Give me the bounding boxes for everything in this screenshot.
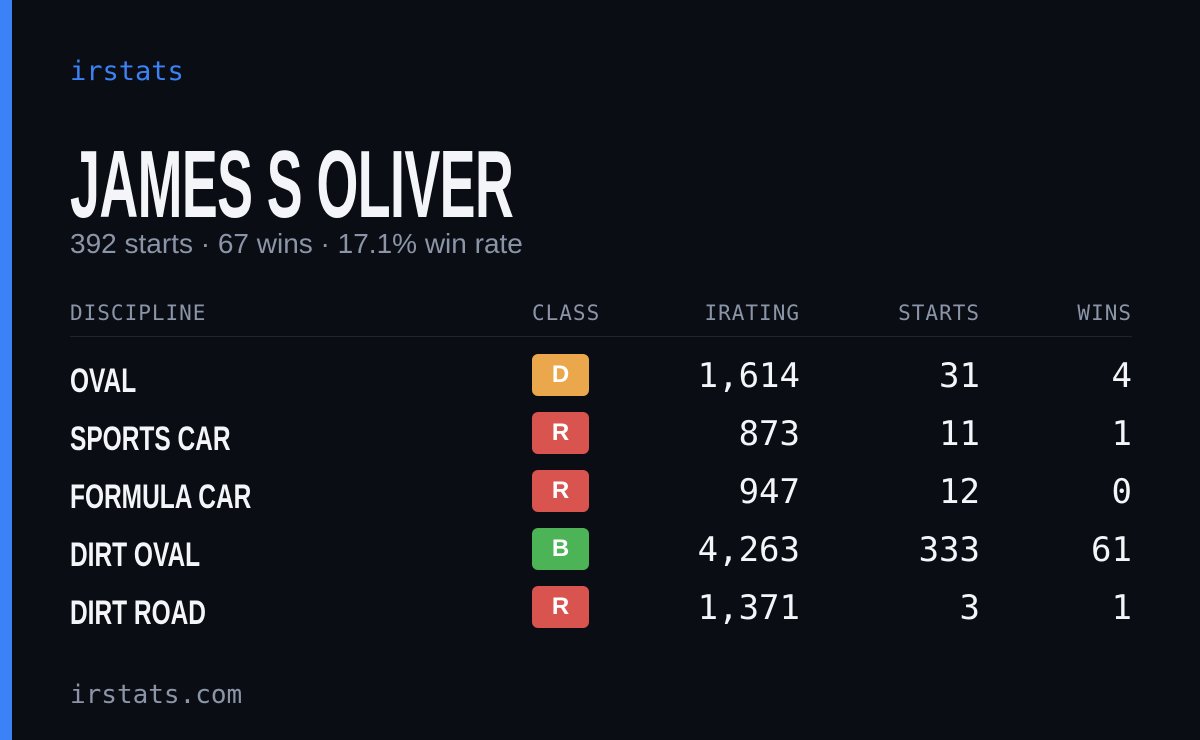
starts: 11 [939,414,980,454]
class-badge: R [532,412,589,454]
irating: 4,263 [697,530,800,570]
wins: 1 [1111,414,1132,454]
discipline: FORMULA CAR [70,478,252,516]
divider [70,336,1132,337]
subtitle: 392 starts · 67 wins · 17.1% win rate [70,228,523,259]
class-badge: R [532,470,589,512]
discipline: DIRT ROAD [70,594,207,632]
footer: irstats.com [70,680,243,710]
irating: 947 [738,472,800,512]
irating: 1,614 [697,356,800,396]
irating: 1,371 [697,588,800,628]
column-header: WINS [1077,301,1132,325]
discipline: DIRT OVAL [70,536,201,574]
wins: 4 [1111,356,1132,396]
column-header: DISCIPLINE [70,301,207,325]
class-badge: R [532,586,589,628]
column-header: CLASS [532,301,601,325]
accent-bar [0,0,12,740]
starts: 333 [918,530,980,570]
starts: 12 [939,472,980,512]
discipline: OVAL [70,362,137,400]
wins: 0 [1111,472,1132,512]
starts: 31 [939,356,980,396]
wins: 1 [1111,588,1132,628]
class-badge: D [532,354,589,396]
wins: 61 [1091,530,1132,570]
class-badge: B [532,528,589,570]
irating: 873 [738,414,800,454]
brand: irstats [70,56,184,87]
column-header: IRATING [704,301,800,325]
title: JAMES S OLIVER [70,131,514,238]
discipline: SPORTS CAR [70,420,231,458]
column-header: STARTS [898,301,980,325]
starts: 3 [959,588,980,628]
